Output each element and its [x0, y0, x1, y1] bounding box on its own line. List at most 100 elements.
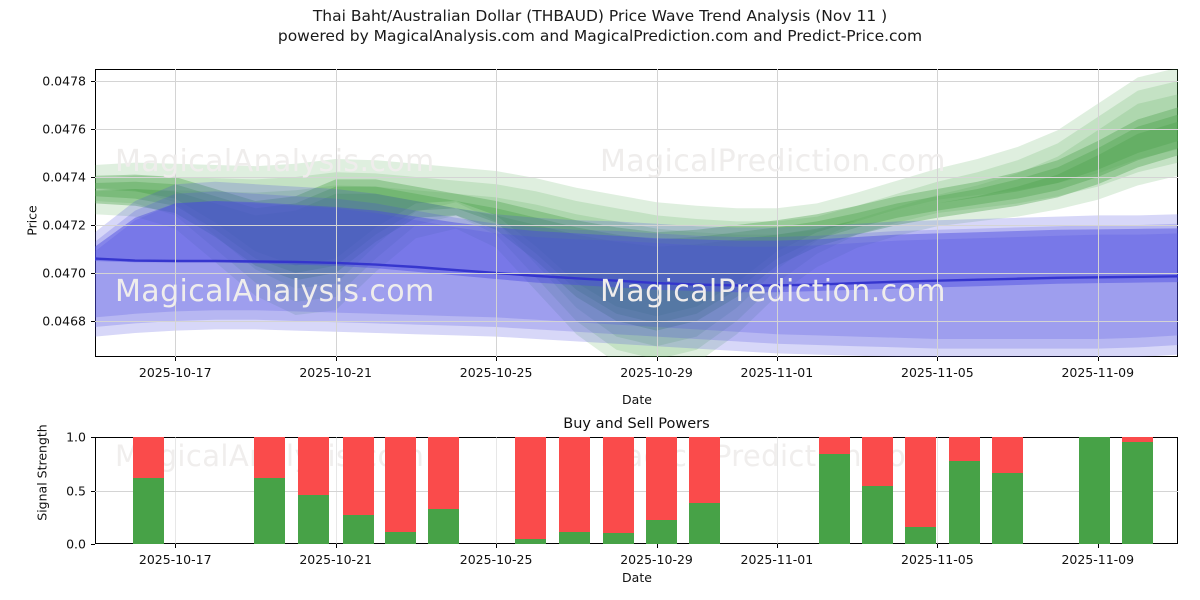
buy-power-segment [254, 477, 285, 544]
price-y-axis-title: Price [24, 205, 40, 236]
signal-gridline-h [95, 490, 1178, 492]
price-x-tick-label: 2025-10-29 [620, 365, 693, 380]
sell-power-segment [559, 437, 590, 533]
sell-power-segment [133, 437, 164, 478]
green-wave-inner-band-2 [95, 107, 1178, 317]
signal-y-tick-label: 0.5 [66, 483, 86, 498]
signal-x-tick-mark [335, 544, 337, 548]
price-x-tick-label: 2025-10-25 [459, 365, 533, 380]
signal-bar[interactable] [254, 437, 285, 544]
price-gridline-h [95, 273, 1178, 274]
price-x-tick-mark [656, 357, 658, 361]
price-x-tick-mark [496, 357, 498, 361]
signal-bar[interactable] [905, 437, 936, 544]
signal-bar[interactable] [515, 437, 546, 544]
signal-bar[interactable] [559, 437, 590, 544]
signal-bar[interactable] [1079, 437, 1110, 544]
price-x-tick-mark [776, 357, 778, 361]
signal-x-tick-label: 2025-11-01 [740, 552, 814, 567]
signal-x-tick-label: 2025-11-09 [1061, 552, 1135, 567]
buy-power-segment [905, 526, 936, 544]
signal-bar[interactable] [862, 437, 893, 544]
signal-bar[interactable] [1122, 437, 1153, 544]
price-plot-frame [95, 69, 1178, 357]
signal-bar[interactable] [646, 437, 677, 544]
buy-power-segment [862, 486, 893, 544]
price-y-tick-label: 0.0470 [42, 265, 86, 281]
signal-y-tick-mark [91, 490, 95, 492]
signal-bar[interactable] [343, 437, 374, 544]
signal-gridline-v [335, 437, 337, 544]
price-x-tick-label: 2025-10-17 [138, 365, 212, 380]
signal-bar[interactable] [603, 437, 634, 544]
sell-power-segment [298, 437, 329, 495]
sell-power-segment [428, 437, 459, 509]
price-wave-chart: MagicalAnalysis.com MagicalPrediction.com… [95, 69, 1178, 357]
buy-power-segment [385, 532, 416, 544]
green-wave-outer-band-1 [95, 81, 1178, 357]
page-title: Thai Baht/Australian Dollar (THBAUD) Pri… [0, 6, 1200, 46]
price-y-tick-label: 0.0478 [42, 73, 86, 89]
blue-wave-outer-band-0 [95, 201, 1178, 357]
price-wave-svg [95, 69, 1178, 357]
price-y-tick-label: 0.0472 [42, 217, 86, 233]
title-line-1: Thai Baht/Australian Dollar (THBAUD) Pri… [312, 7, 888, 25]
buy-power-segment [515, 538, 546, 544]
signal-bar[interactable] [385, 437, 416, 544]
buy-power-segment [992, 473, 1023, 544]
signal-bar[interactable] [819, 437, 850, 544]
signal-bar[interactable] [992, 437, 1023, 544]
buy-power-segment [689, 503, 720, 544]
price-x-tick-mark [937, 357, 939, 361]
price-gridline-v [656, 69, 658, 357]
signal-bar[interactable] [949, 437, 980, 544]
signal-x-tick-mark [1097, 544, 1099, 548]
signal-bar[interactable] [428, 437, 459, 544]
sell-power-segment [819, 437, 850, 455]
sell-power-segment [1122, 437, 1153, 443]
blue-wave-outer-band-2 [95, 181, 1178, 339]
sell-power-segment [646, 437, 677, 521]
signal-gridline-v [496, 437, 498, 544]
green-wave-inner-band-0 [95, 121, 1178, 331]
buy-power-segment [133, 477, 164, 544]
price-gridline-v [1097, 69, 1099, 357]
buy-power-segment [1079, 437, 1110, 544]
signal-bar[interactable] [689, 437, 720, 544]
signal-bar[interactable] [298, 437, 329, 544]
signal-y-axis-title: Signal Strength [34, 424, 50, 521]
sell-power-segment [992, 437, 1023, 474]
signal-y-tick-label: 1.0 [66, 429, 86, 445]
price-gridline-h [95, 81, 1178, 82]
price-gridline-v [335, 69, 337, 357]
buy-power-segment [949, 460, 980, 544]
signal-gridline-v [937, 437, 939, 544]
buy-power-segment [559, 532, 590, 544]
signal-x-tick-label: 2025-10-29 [620, 552, 693, 567]
title-line-2: powered by MagicalAnalysis.com and Magic… [277, 27, 923, 45]
price-x-tick-mark [335, 357, 337, 361]
price-y-tick-mark [91, 129, 95, 130]
signal-x-tick-mark [937, 544, 939, 548]
price-gridline-h [95, 177, 1178, 178]
price-y-tick-mark [91, 273, 95, 274]
price-y-tick-label: 0.0468 [42, 313, 86, 329]
price-y-tick-mark [91, 225, 95, 226]
price-y-tick-label: 0.0474 [42, 169, 86, 185]
signal-y-tick-mark [91, 437, 95, 438]
signal-bar[interactable] [133, 437, 164, 544]
signal-x-axis-title: Date [622, 570, 652, 585]
buy-power-segment [646, 520, 677, 544]
buy-power-segment [1122, 442, 1153, 544]
signal-gridline-v [776, 437, 778, 544]
buy-power-segment [819, 454, 850, 544]
price-x-tick-mark [1097, 357, 1099, 361]
price-x-tick-label: 2025-11-05 [901, 365, 974, 380]
signal-x-tick-label: 2025-10-25 [459, 552, 533, 567]
buy-power-segment [603, 533, 634, 544]
price-gridline-v [175, 69, 177, 357]
signal-x-tick-mark [656, 544, 658, 548]
price-x-axis-title: Date [622, 392, 652, 407]
price-gridline-v [776, 69, 778, 357]
